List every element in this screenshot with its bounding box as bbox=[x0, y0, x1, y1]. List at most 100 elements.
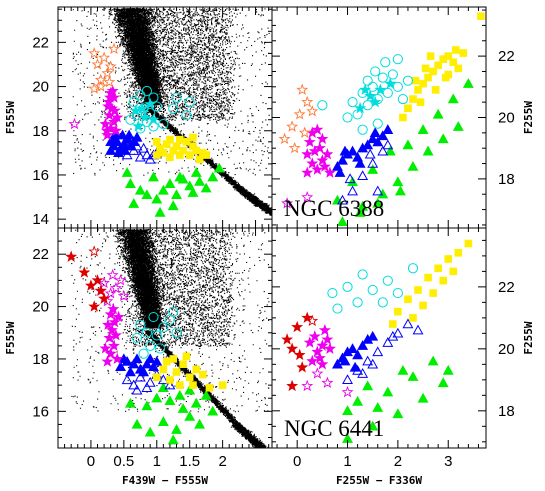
data-point-triangle bbox=[119, 145, 131, 155]
data-point-circle bbox=[154, 343, 166, 354]
data-point-star bbox=[286, 342, 299, 354]
data-point-triangle bbox=[357, 340, 369, 350]
data-point-square bbox=[424, 273, 432, 282]
data-point-circle bbox=[317, 100, 328, 111]
data-point-triangle bbox=[131, 131, 143, 142]
data-point-triangle bbox=[384, 145, 396, 156]
data-point-square bbox=[464, 239, 473, 248]
data-point-square bbox=[414, 286, 422, 294]
data-point-circle bbox=[377, 297, 388, 308]
data-point-triangle bbox=[131, 418, 143, 429]
data-point-circle bbox=[402, 75, 414, 86]
data-point-circle bbox=[342, 281, 353, 292]
data-point-triangle bbox=[151, 193, 163, 204]
data-point-square bbox=[394, 307, 402, 316]
data-point-triangle bbox=[332, 358, 343, 369]
data-point-triangle bbox=[194, 175, 206, 186]
data-point-triangle bbox=[354, 157, 366, 168]
data-point-square bbox=[409, 95, 417, 103]
data-point-circle bbox=[131, 332, 143, 344]
data-point-star bbox=[88, 245, 101, 257]
data-point-star bbox=[106, 268, 119, 281]
data-point-triangle bbox=[105, 136, 117, 146]
data-point-triangle bbox=[174, 389, 186, 400]
data-point-triangle bbox=[151, 355, 163, 366]
data-point-triangle bbox=[138, 142, 150, 153]
data-point-star bbox=[306, 314, 319, 327]
data-point-star bbox=[104, 60, 117, 72]
y-tick-label: 20 bbox=[32, 299, 49, 316]
data-point-circle bbox=[342, 112, 353, 123]
y-tick-label: 22 bbox=[498, 279, 515, 296]
y-axis-label: F255W bbox=[522, 101, 535, 134]
data-point-star bbox=[288, 141, 301, 154]
data-point-circle bbox=[382, 275, 393, 286]
data-point-triangle bbox=[364, 148, 376, 159]
data-point-star bbox=[108, 316, 121, 328]
data-point-triangle bbox=[347, 185, 359, 196]
cluster-name: NGC 6441 bbox=[284, 416, 384, 441]
data-point-square bbox=[172, 142, 181, 151]
data-point-triangle bbox=[352, 395, 364, 406]
data-point-triangle bbox=[134, 151, 146, 162]
y-axis-label: F255W bbox=[522, 321, 535, 354]
data-point-triangle bbox=[377, 145, 389, 156]
data-point-square bbox=[185, 373, 194, 382]
data-point-circle bbox=[380, 57, 391, 68]
data-point-triangle bbox=[349, 361, 361, 372]
data-point-circle bbox=[184, 96, 195, 108]
data-point-triangle bbox=[164, 178, 176, 188]
data-point-star bbox=[384, 77, 397, 89]
data-point-square bbox=[152, 138, 161, 146]
data-point-triangle bbox=[362, 380, 374, 391]
data-point-star bbox=[341, 385, 354, 398]
data-point-circle bbox=[357, 269, 368, 280]
data-point-star bbox=[301, 166, 314, 178]
data-point-circle bbox=[168, 103, 179, 114]
data-point-triangle bbox=[354, 207, 366, 217]
data-point-star bbox=[293, 108, 306, 120]
field-star-sequences bbox=[71, 8, 273, 449]
data-point-circle bbox=[171, 92, 182, 103]
data-point-triangle bbox=[339, 355, 351, 366]
data-point-circle bbox=[352, 297, 363, 308]
data-point-triangle bbox=[121, 374, 133, 385]
data-point-triangle bbox=[141, 400, 153, 411]
data-point-triangle bbox=[177, 403, 189, 413]
data-point-square bbox=[179, 146, 187, 155]
data-point-star bbox=[303, 135, 316, 148]
data-point-star bbox=[102, 100, 115, 112]
data-point-star bbox=[103, 331, 116, 344]
data-point-triangle bbox=[124, 366, 136, 377]
data-point-triangle bbox=[382, 337, 394, 347]
data-point-circle bbox=[181, 110, 192, 121]
data-point-star bbox=[110, 281, 122, 294]
x-tick-label: 2 bbox=[218, 453, 226, 470]
data-point-square bbox=[189, 133, 197, 142]
data-point-circle bbox=[135, 319, 146, 331]
data-point-triangle bbox=[382, 139, 394, 150]
data-point-square bbox=[404, 104, 412, 113]
data-point-triangle bbox=[367, 358, 379, 369]
data-point-star bbox=[311, 367, 324, 379]
panel-frames bbox=[57, 6, 487, 449]
data-point-star bbox=[103, 75, 116, 88]
data-point-triangle bbox=[437, 377, 449, 388]
data-point-triangle bbox=[437, 133, 449, 144]
data-point-square bbox=[166, 376, 174, 384]
data-point-square bbox=[159, 149, 168, 157]
data-point-triangle bbox=[344, 173, 356, 184]
data-point-square bbox=[414, 86, 422, 94]
data-point-triangle bbox=[392, 408, 404, 419]
panel-frame bbox=[57, 227, 273, 449]
x-tick-label: 1 bbox=[153, 453, 161, 470]
data-point-star bbox=[303, 336, 316, 348]
data-point-star bbox=[99, 342, 112, 354]
data-point-triangle bbox=[372, 185, 384, 196]
data-point-star bbox=[107, 42, 120, 55]
data-point-circle bbox=[168, 306, 179, 317]
data-point-triangle bbox=[134, 184, 146, 195]
data-point-triangle bbox=[367, 157, 379, 168]
data-point-triangle bbox=[207, 405, 219, 416]
